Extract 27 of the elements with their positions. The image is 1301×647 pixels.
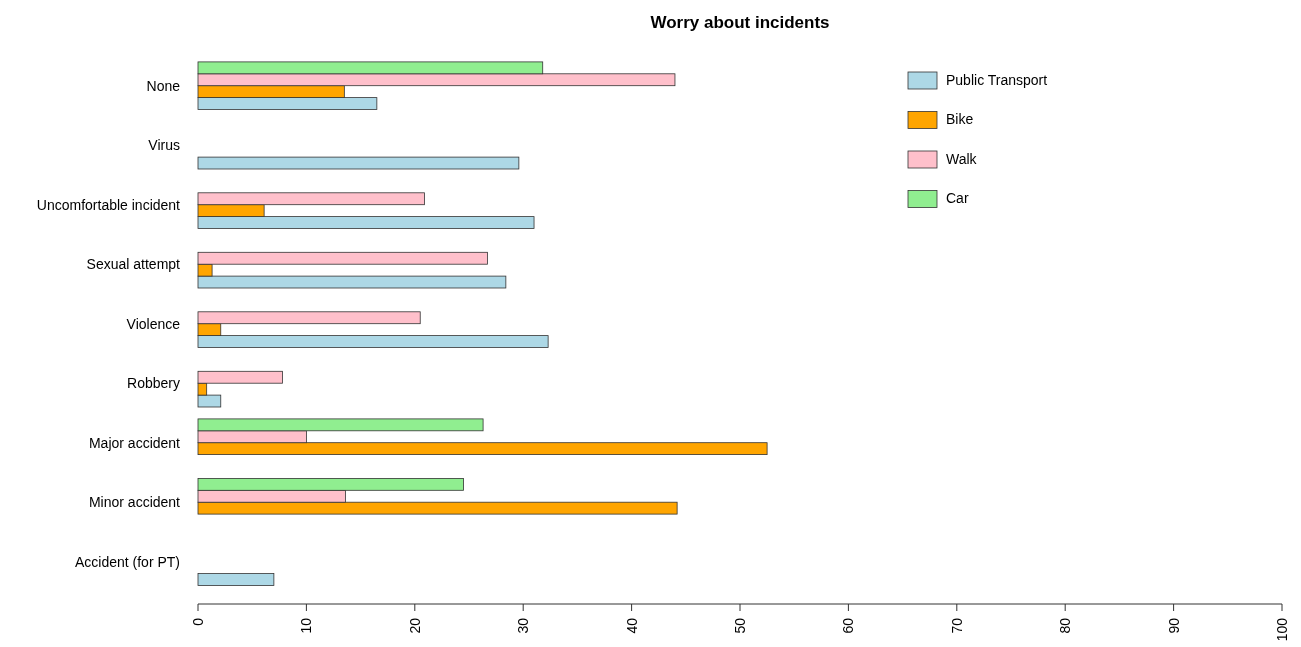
legend-label: Bike [946,111,974,128]
legend-label: Public Transport [946,71,1048,88]
y-tick-label: Accident (for PT) [74,553,180,570]
legend-label: Car [946,190,969,207]
x-tick-label: 90 [1165,617,1182,634]
x-tick-label: 0 [189,617,206,626]
x-tick-label: 10 [298,617,315,634]
y-tick-label: Robbery [127,375,180,392]
y-tick-label: None [146,77,181,94]
y-tick-label: Minor accident [88,494,181,511]
y-tick-label: Uncomfortable incident [36,196,181,213]
x-tick-label: 50 [731,617,748,634]
x-tick-label: 30 [515,617,532,634]
y-tick-label: Virus [148,137,180,154]
bar [197,573,275,586]
y-tick-label: Major accident [88,434,181,451]
chart-title: Worry about incidents [650,13,830,32]
y-tick-label: Sexual attempt [86,256,181,273]
x-tick-label: 60 [840,617,857,634]
bar [197,156,520,170]
y-tick-label: Violence [126,315,181,332]
x-tick-label: 70 [948,617,965,634]
x-tick-label: 40 [623,617,640,634]
legend-label: Walk [946,150,978,167]
x-tick-label: 80 [1057,617,1074,634]
x-tick-label: 20 [406,617,423,634]
x-tick-label: 100 [1273,617,1290,642]
